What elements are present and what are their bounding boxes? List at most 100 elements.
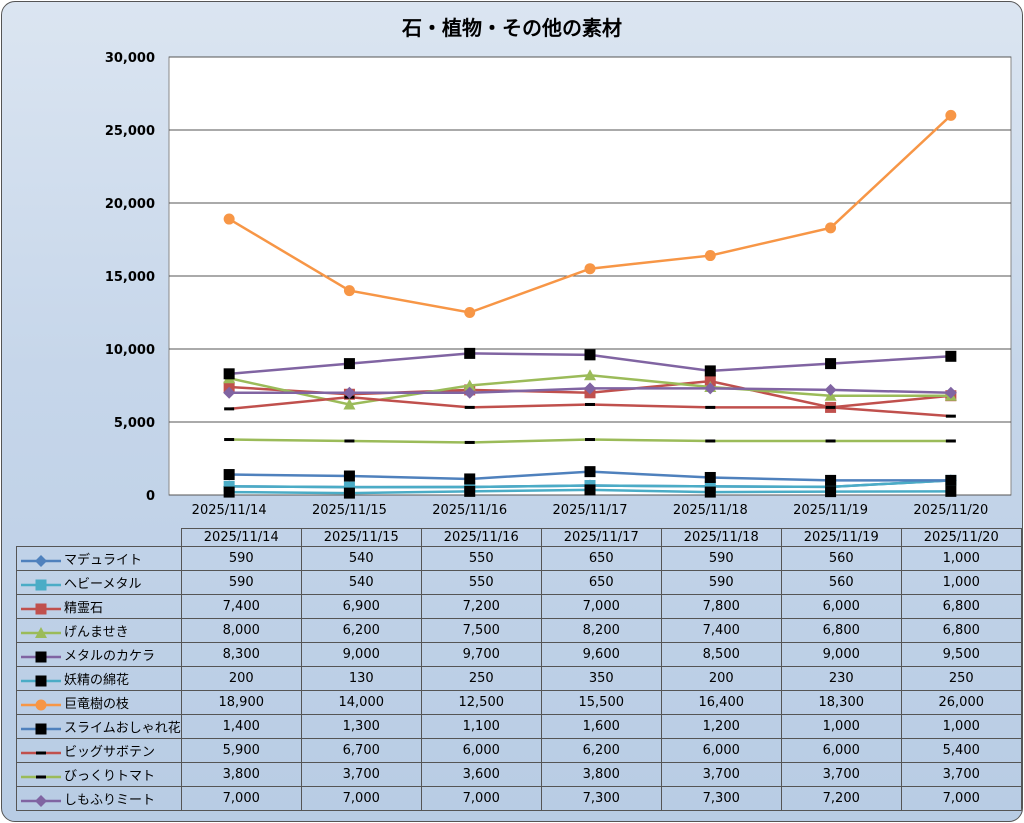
y-tick-label: 0 (146, 489, 155, 504)
line-chart: 0 5,000 10,000 15,000 20,000 25,000 30,000 2025… (105, 51, 1012, 518)
table-cell: 6,700 (300, 738, 422, 763)
legend-key (21, 675, 61, 686)
y-tick-label: 15,000 (105, 270, 155, 285)
table-cell: 7,300 (660, 786, 782, 811)
table-header-cell: 2025/11/20 (900, 528, 1022, 547)
table-row: 巨竜樹の枝 18,900 14,000 12,500 15,500 16,400 18,30… (16, 690, 1022, 715)
data-point (825, 474, 837, 486)
legend-cell: しもふりミート (16, 786, 182, 811)
data-point (463, 379, 476, 391)
y-tick-label: 25,000 (105, 124, 155, 139)
table-cell: 7,000 (540, 594, 662, 619)
table-cell: 6,000 (660, 738, 782, 763)
table-cell: 3,600 (420, 762, 542, 787)
series-name: メタルのカケラ (64, 649, 156, 664)
table-cell: 590 (180, 546, 302, 571)
table-corner (17, 529, 182, 547)
data-point (223, 386, 236, 399)
table-row: ヘビーメタル 590 540 550 650 590 560 1,000 (16, 570, 1022, 595)
table-header-cell: 2025/11/18 (660, 528, 782, 547)
data-point (824, 383, 837, 396)
table-cell: 16,400 (660, 690, 782, 715)
legend-marker (36, 775, 46, 778)
data-point (584, 349, 596, 361)
table-cell: 590 (180, 570, 302, 595)
data-point (223, 368, 235, 380)
table-cell: 350 (540, 666, 662, 691)
series-8 (223, 466, 957, 486)
table-cell: 9,700 (420, 642, 542, 667)
table-cell: 1,000 (900, 546, 1022, 571)
data-point (944, 386, 957, 399)
legend-cell: びっくりトマト (16, 762, 182, 787)
legend-marker (35, 723, 47, 734)
data-point (223, 469, 235, 481)
table-row: スライムおしゃれ花 1,400 1,300 1,100 1,600 1,200 1,000 1… (16, 714, 1022, 739)
table-row: げんませき 8,000 6,200 7,500 8,200 7,400 6,800 6,800 (16, 618, 1022, 643)
table-cell: 250 (900, 666, 1022, 691)
data-point (223, 213, 235, 225)
table-cell: 26,000 (900, 690, 1022, 715)
data-point (584, 466, 596, 478)
data-point (464, 473, 476, 485)
table-cell: 1,200 (660, 714, 782, 739)
legend-cell: 妖精の綿花 (16, 666, 182, 691)
table-cell: 14,000 (300, 690, 422, 715)
table-cell: 7,200 (780, 786, 902, 811)
data-point (705, 439, 716, 443)
series-11 (223, 382, 957, 399)
data-point (585, 438, 595, 442)
legend-key (21, 751, 61, 754)
legend-marker (35, 794, 47, 807)
table-row: 妖精の綿花 200 130 250 350 200 230 250 (16, 666, 1022, 691)
data-point (344, 439, 355, 443)
table-cell: 8,200 (540, 618, 662, 643)
data-point (463, 386, 476, 399)
data-point (825, 405, 836, 409)
table-cell: 250 (420, 666, 542, 691)
data-point (704, 480, 716, 492)
legend-marker (36, 751, 46, 754)
legend-marker (35, 603, 47, 614)
legend-key (21, 775, 61, 778)
legend-cell: 精霊石 (16, 594, 182, 619)
series-5 (223, 347, 957, 380)
table-cell: 9,000 (300, 642, 422, 667)
table-cell: 9,500 (900, 642, 1022, 667)
table-row: 精霊石 7,400 6,900 7,200 7,000 7,800 6,000 6,800 (16, 594, 1022, 619)
table-cell: 7,000 (900, 786, 1022, 811)
data-point (704, 250, 716, 262)
data-point (585, 402, 595, 406)
data-point (584, 484, 596, 496)
legend-marker (35, 626, 47, 638)
data-point (945, 474, 957, 486)
table-cell: 7,200 (420, 594, 542, 619)
legend-cell: マデュライト (16, 546, 182, 571)
legend-cell: 巨竜樹の枝 (16, 690, 182, 715)
table-cell: 6,000 (420, 738, 542, 763)
table-cell: 540 (300, 546, 422, 571)
table-cell: 6,000 (780, 738, 902, 763)
data-point (343, 386, 356, 399)
table-cell: 7,000 (300, 786, 422, 811)
legend-key (21, 699, 61, 710)
data-point (584, 382, 596, 395)
table-cell: 650 (540, 546, 662, 571)
data-point (343, 470, 355, 482)
table-cell: 6,800 (780, 618, 902, 643)
table-cell: 3,700 (300, 762, 422, 787)
data-point (945, 109, 957, 121)
table-cell: 560 (780, 546, 902, 571)
legend-cell: げんませき (16, 618, 182, 643)
table-cell: 8,500 (660, 642, 782, 667)
table-cell: 9,600 (540, 642, 662, 667)
series-10 (224, 438, 956, 444)
series-6 (223, 484, 957, 499)
legend-key (21, 603, 61, 614)
table-cell: 1,000 (900, 570, 1022, 595)
legend-key (21, 626, 61, 638)
table-row: しもふりミート 7,000 7,000 7,000 7,300 7,300 7,200 7,0… (16, 786, 1022, 811)
table-header-cell: 2025/11/15 (300, 528, 422, 547)
table-cell: 3,700 (660, 762, 782, 787)
data-point (343, 398, 356, 410)
